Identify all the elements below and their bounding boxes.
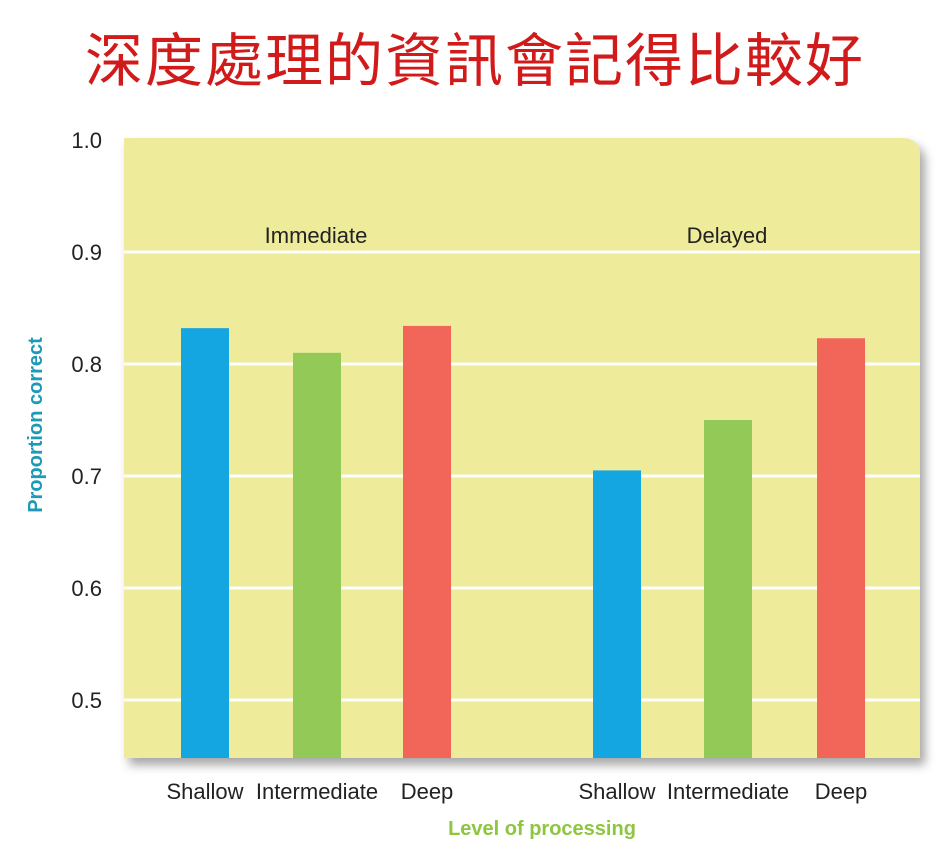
group-label: Immediate xyxy=(265,223,368,248)
category-label: Intermediate xyxy=(256,779,378,804)
category-labels: Shallow Intermediate Deep Shallow Intermedia… xyxy=(166,779,867,804)
group-label: Delayed xyxy=(687,223,768,248)
y-axis-ticks: 1.0 0.9 0.8 0.7 0.6 0.5 xyxy=(71,128,102,713)
y-tick-label: 0.9 xyxy=(71,240,102,265)
category-label: Shallow xyxy=(166,779,243,804)
y-tick-label: 1.0 xyxy=(71,128,102,153)
y-tick-label: 0.5 xyxy=(71,688,102,713)
bar xyxy=(704,420,752,758)
bar xyxy=(817,338,865,758)
bar xyxy=(293,352,341,758)
bar xyxy=(181,328,229,758)
page-title: 深度處理的資訊會記得比較好 xyxy=(84,27,865,95)
bar xyxy=(593,470,641,758)
y-tick-label: 0.8 xyxy=(71,352,102,377)
bar xyxy=(403,325,451,758)
bars xyxy=(181,325,865,758)
plot-background xyxy=(124,138,920,758)
x-axis-label: Level of processing xyxy=(448,818,636,840)
gridlines xyxy=(124,250,920,702)
category-label: Deep xyxy=(401,779,454,804)
y-axis-label: Proportion correct xyxy=(25,337,47,513)
group-labels: Immediate Delayed xyxy=(265,223,768,248)
category-label: Intermediate xyxy=(667,779,789,804)
category-label: Shallow xyxy=(578,779,655,804)
y-tick-label: 0.6 xyxy=(71,576,102,601)
category-label: Deep xyxy=(815,779,868,804)
y-tick-label: 0.7 xyxy=(71,464,102,489)
